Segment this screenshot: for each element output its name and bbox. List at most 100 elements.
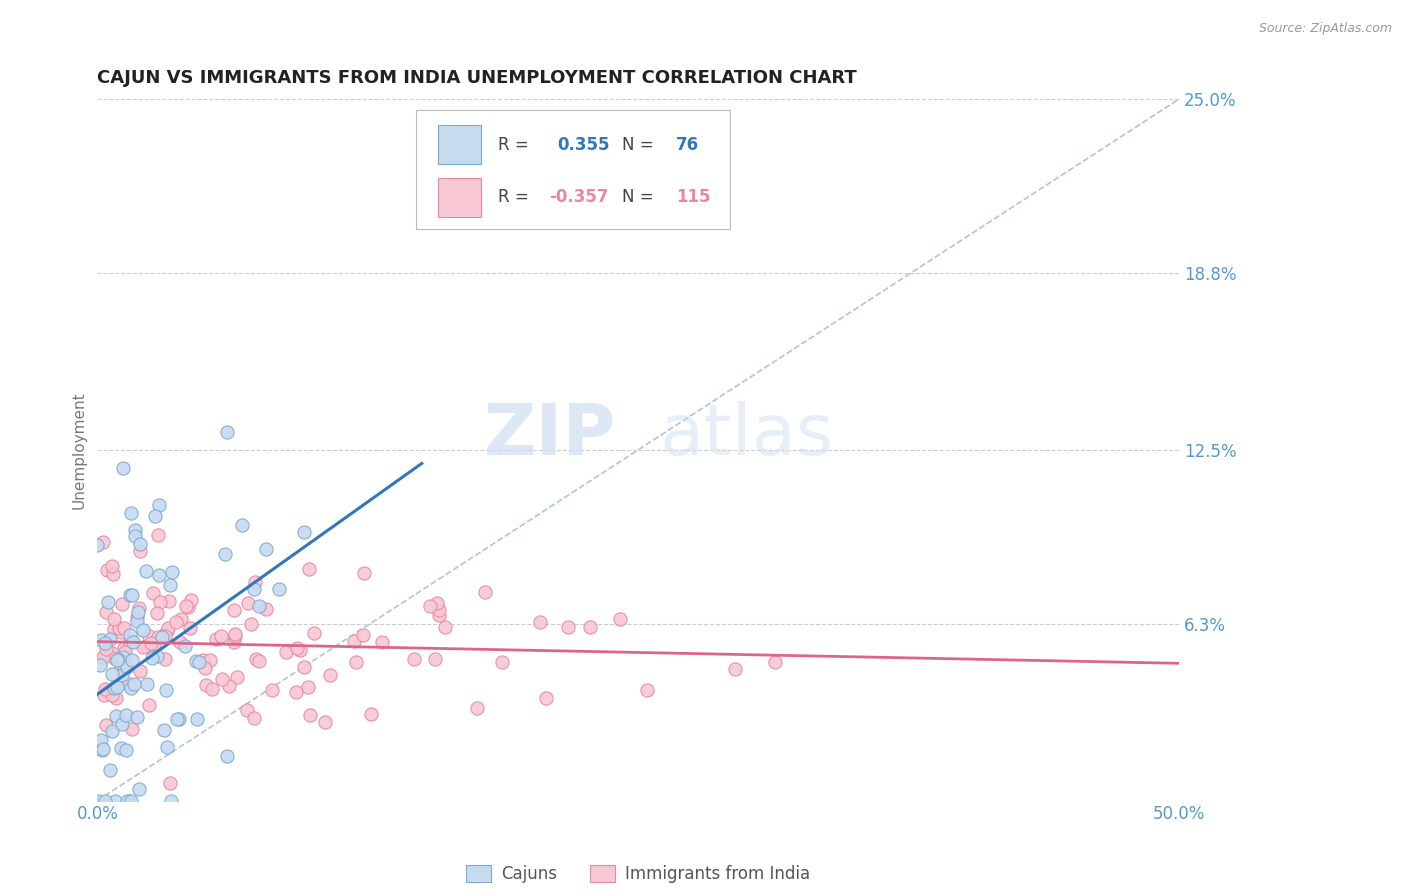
Point bbox=[146, 528, 169, 542]
Point bbox=[319, 668, 342, 682]
Point bbox=[120, 506, 142, 520]
Point bbox=[302, 625, 325, 640]
Point bbox=[90, 733, 112, 747]
Point bbox=[297, 680, 319, 694]
Point bbox=[344, 655, 367, 669]
Point bbox=[370, 635, 392, 649]
Point bbox=[117, 660, 139, 674]
Point bbox=[115, 743, 138, 757]
Point bbox=[267, 582, 290, 596]
Point bbox=[121, 653, 143, 667]
Point bbox=[247, 654, 270, 668]
Text: atlas: atlas bbox=[659, 401, 834, 470]
Point bbox=[236, 703, 259, 717]
Point bbox=[159, 794, 181, 808]
Point bbox=[274, 645, 297, 659]
Text: Source: ZipAtlas.com: Source: ZipAtlas.com bbox=[1258, 22, 1392, 36]
Point bbox=[101, 666, 124, 681]
Point bbox=[118, 634, 141, 648]
Point bbox=[120, 681, 142, 696]
Point bbox=[94, 717, 117, 731]
Point bbox=[104, 794, 127, 808]
Point bbox=[236, 596, 259, 610]
Point bbox=[167, 712, 190, 726]
Point bbox=[157, 594, 180, 608]
Point bbox=[103, 567, 125, 582]
Point bbox=[724, 662, 747, 676]
Point bbox=[94, 636, 117, 650]
Point bbox=[111, 717, 134, 731]
Text: R =: R = bbox=[498, 188, 533, 206]
Point bbox=[536, 691, 558, 706]
Point bbox=[419, 599, 441, 613]
Point bbox=[191, 653, 214, 667]
Point bbox=[285, 684, 308, 698]
Text: 76: 76 bbox=[676, 136, 699, 153]
Point bbox=[112, 659, 135, 673]
Point bbox=[243, 582, 266, 597]
Point bbox=[132, 624, 155, 638]
Point bbox=[129, 544, 152, 558]
Point bbox=[159, 578, 181, 592]
Point bbox=[101, 688, 124, 702]
Point bbox=[111, 461, 134, 475]
Point bbox=[239, 617, 262, 632]
Point bbox=[86, 538, 108, 552]
Point bbox=[127, 710, 149, 724]
Point bbox=[423, 652, 446, 666]
Point bbox=[162, 565, 184, 579]
Point bbox=[101, 559, 124, 574]
Text: CAJUN VS IMMIGRANTS FROM INDIA UNEMPLOYMENT CORRELATION CHART: CAJUN VS IMMIGRANTS FROM INDIA UNEMPLOYM… bbox=[97, 69, 858, 87]
Point bbox=[103, 612, 125, 626]
Point bbox=[139, 636, 162, 650]
Point bbox=[118, 628, 141, 642]
Point bbox=[352, 628, 374, 642]
Point bbox=[115, 707, 138, 722]
Point bbox=[90, 633, 112, 648]
Text: R =: R = bbox=[498, 136, 533, 153]
Legend: Cajuns, Immigrants from India: Cajuns, Immigrants from India bbox=[460, 858, 817, 889]
Point bbox=[360, 706, 382, 721]
Point bbox=[353, 566, 375, 580]
Point bbox=[96, 563, 118, 577]
Point bbox=[89, 658, 111, 673]
Point bbox=[184, 654, 207, 668]
Point bbox=[131, 640, 153, 654]
Point bbox=[100, 724, 122, 739]
Point bbox=[128, 600, 150, 615]
Point bbox=[129, 664, 152, 678]
Point bbox=[214, 547, 236, 561]
Point bbox=[243, 574, 266, 589]
Point bbox=[105, 680, 128, 694]
Point bbox=[90, 742, 112, 756]
Point bbox=[124, 524, 146, 538]
Point bbox=[98, 632, 121, 646]
Point bbox=[215, 425, 238, 439]
Point bbox=[101, 646, 124, 660]
Point bbox=[177, 600, 200, 615]
Point bbox=[112, 640, 135, 655]
Point bbox=[211, 672, 233, 686]
Point bbox=[298, 562, 321, 576]
Point bbox=[129, 537, 152, 551]
Point bbox=[103, 651, 125, 665]
Text: 115: 115 bbox=[676, 188, 710, 206]
Text: N =: N = bbox=[621, 136, 659, 153]
Point bbox=[474, 584, 496, 599]
Point bbox=[104, 709, 127, 723]
Point bbox=[149, 594, 172, 608]
Point bbox=[93, 535, 115, 549]
Point bbox=[186, 712, 208, 726]
Point bbox=[115, 794, 138, 808]
Point bbox=[254, 542, 277, 557]
Point bbox=[93, 688, 115, 702]
Point bbox=[142, 637, 165, 651]
Point bbox=[97, 594, 120, 608]
Point bbox=[93, 682, 115, 697]
Point bbox=[104, 690, 127, 705]
FancyBboxPatch shape bbox=[439, 126, 481, 164]
Point bbox=[146, 606, 169, 620]
Point bbox=[429, 608, 451, 623]
Point bbox=[153, 723, 176, 738]
Point bbox=[159, 776, 181, 790]
